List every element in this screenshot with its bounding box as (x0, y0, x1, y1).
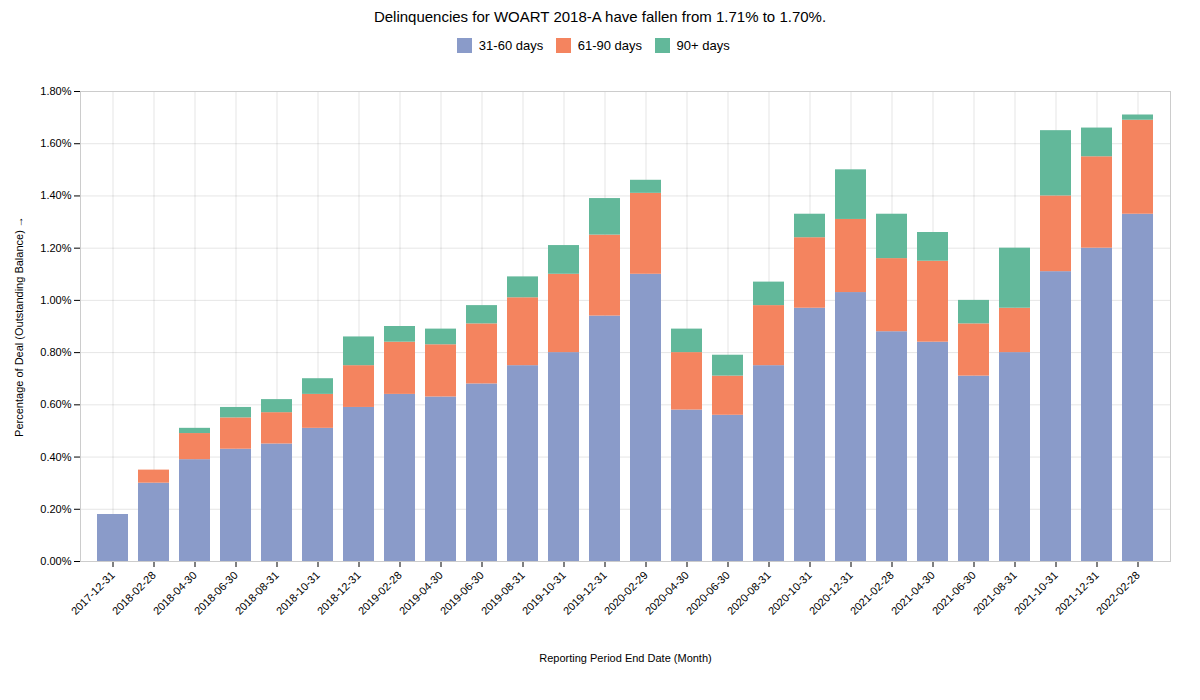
svg-text:2021-10-31: 2021-10-31 (1011, 568, 1060, 617)
svg-text:2020-08-31: 2020-08-31 (724, 568, 773, 617)
svg-text:2020-12-31: 2020-12-31 (806, 568, 855, 617)
svg-text:2021-02-28: 2021-02-28 (847, 568, 896, 617)
svg-text:1.80%: 1.80% (40, 85, 71, 97)
svg-text:2018-10-31: 2018-10-31 (273, 568, 322, 617)
svg-text:2019-08-31: 2019-08-31 (478, 568, 527, 617)
svg-text:1.40%: 1.40% (40, 189, 71, 201)
svg-text:Percentage of Deal (Outstandin: Percentage of Deal (Outstanding Balance)… (13, 216, 25, 437)
svg-text:2017-12-31: 2017-12-31 (68, 568, 117, 617)
svg-text:Reporting Period End Date (Mon: Reporting Period End Date (Month) (539, 651, 711, 663)
svg-text:0.80%: 0.80% (40, 346, 71, 358)
svg-text:2021-06-30: 2021-06-30 (929, 568, 978, 617)
svg-text:2019-12-31: 2019-12-31 (560, 568, 609, 617)
svg-text:1.60%: 1.60% (40, 137, 71, 149)
html-text:90+ days: 90+ days (676, 38, 730, 53)
svg-text:1.00%: 1.00% (40, 293, 71, 305)
svg-text:1.20%: 1.20% (40, 241, 71, 253)
svg-text:2018-06-30: 2018-06-30 (191, 568, 240, 617)
html-text:31-60 days: 31-60 days (478, 38, 544, 53)
svg-text:2019-04-30: 2019-04-30 (396, 568, 445, 617)
svg-text:2020-02-29: 2020-02-29 (601, 568, 650, 617)
svg-text:2020-04-30: 2020-04-30 (642, 568, 691, 617)
svg-text:2020-10-31: 2020-10-31 (765, 568, 814, 617)
svg-text:0.60%: 0.60% (40, 398, 71, 410)
svg-text:2021-08-31: 2021-08-31 (970, 568, 1019, 617)
svg-text:2018-04-30: 2018-04-30 (150, 568, 199, 617)
svg-text:0.40%: 0.40% (40, 450, 71, 462)
html-text:61-90 days: 61-90 days (577, 38, 642, 53)
svg-text:2018-02-28: 2018-02-28 (109, 568, 158, 617)
svg-text:2019-06-30: 2019-06-30 (437, 568, 486, 617)
svg-text:2020-06-30: 2020-06-30 (683, 568, 732, 617)
svg-text:0.00%: 0.00% (40, 555, 71, 567)
svg-text:2019-02-28: 2019-02-28 (355, 568, 404, 617)
svg-text:2021-04-30: 2021-04-30 (888, 568, 937, 617)
html-text:Delinquencies for WOART 2018-A: Delinquencies for WOART 2018-A have fall… (373, 8, 827, 25)
svg-text:2022-02-28: 2022-02-28 (1094, 568, 1142, 616)
svg-text:0.20%: 0.20% (40, 502, 71, 514)
svg-text:2018-08-31: 2018-08-31 (232, 568, 281, 617)
svg-text:2019-10-31: 2019-10-31 (519, 568, 568, 617)
svg-text:2018-12-31: 2018-12-31 (314, 568, 363, 617)
svg-text:2021-12-31: 2021-12-31 (1052, 568, 1101, 617)
